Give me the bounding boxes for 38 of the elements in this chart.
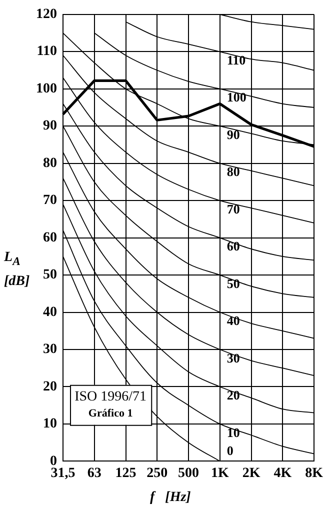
x-axis-title: f [Hz] <box>150 490 191 506</box>
series-label: 20 <box>226 388 240 403</box>
y-tick-label: 70 <box>43 193 57 208</box>
y-tick-label: 90 <box>43 118 57 134</box>
series-label: 70 <box>226 201 240 216</box>
x-tick-label: 250 <box>146 466 168 482</box>
y-tick-label: 60 <box>43 230 57 246</box>
annotation: Gráfico 1 <box>88 408 133 420</box>
y-tick-label: 40 <box>43 304 57 320</box>
y-tick-label: 80 <box>43 156 57 171</box>
series-label: 60 <box>226 238 240 254</box>
x-tick-label: 125 <box>115 466 136 482</box>
annotation: ISO 1996/71 <box>74 390 147 405</box>
y-tick-label: 120 <box>36 7 57 22</box>
series-label: 40 <box>226 313 240 328</box>
y-tick-label: 100 <box>36 81 57 96</box>
x-tick-label: 1K <box>210 466 229 482</box>
y-tick-label: 0 <box>50 454 57 469</box>
y-tick-label: 20 <box>43 379 57 394</box>
y-tick-label: 110 <box>36 44 57 60</box>
x-tick-label: 63 <box>87 466 102 482</box>
series-label: 50 <box>226 276 240 291</box>
series-label: 0 <box>226 443 234 458</box>
series-label: 110 <box>226 52 246 68</box>
series-label: 30 <box>226 350 240 366</box>
y-tick-label: 10 <box>43 416 57 432</box>
y-tick-label: 50 <box>43 268 57 283</box>
y-tick-label: 30 <box>43 342 57 358</box>
series-label: 10 <box>226 424 240 440</box>
x-tick-label: 2K <box>242 466 260 482</box>
series-label: 100 <box>226 90 246 105</box>
x-tick-label: 31,5 <box>50 466 76 482</box>
x-tick-label: 500 <box>178 466 199 482</box>
y-axis-title: L$_{A}$ [dB] <box>4 249 31 291</box>
x-tick-label: 4K <box>274 466 292 482</box>
series-label: 90 <box>226 126 240 142</box>
x-tick-label: 8K <box>305 466 324 482</box>
series-label: 80 <box>226 164 240 180</box>
